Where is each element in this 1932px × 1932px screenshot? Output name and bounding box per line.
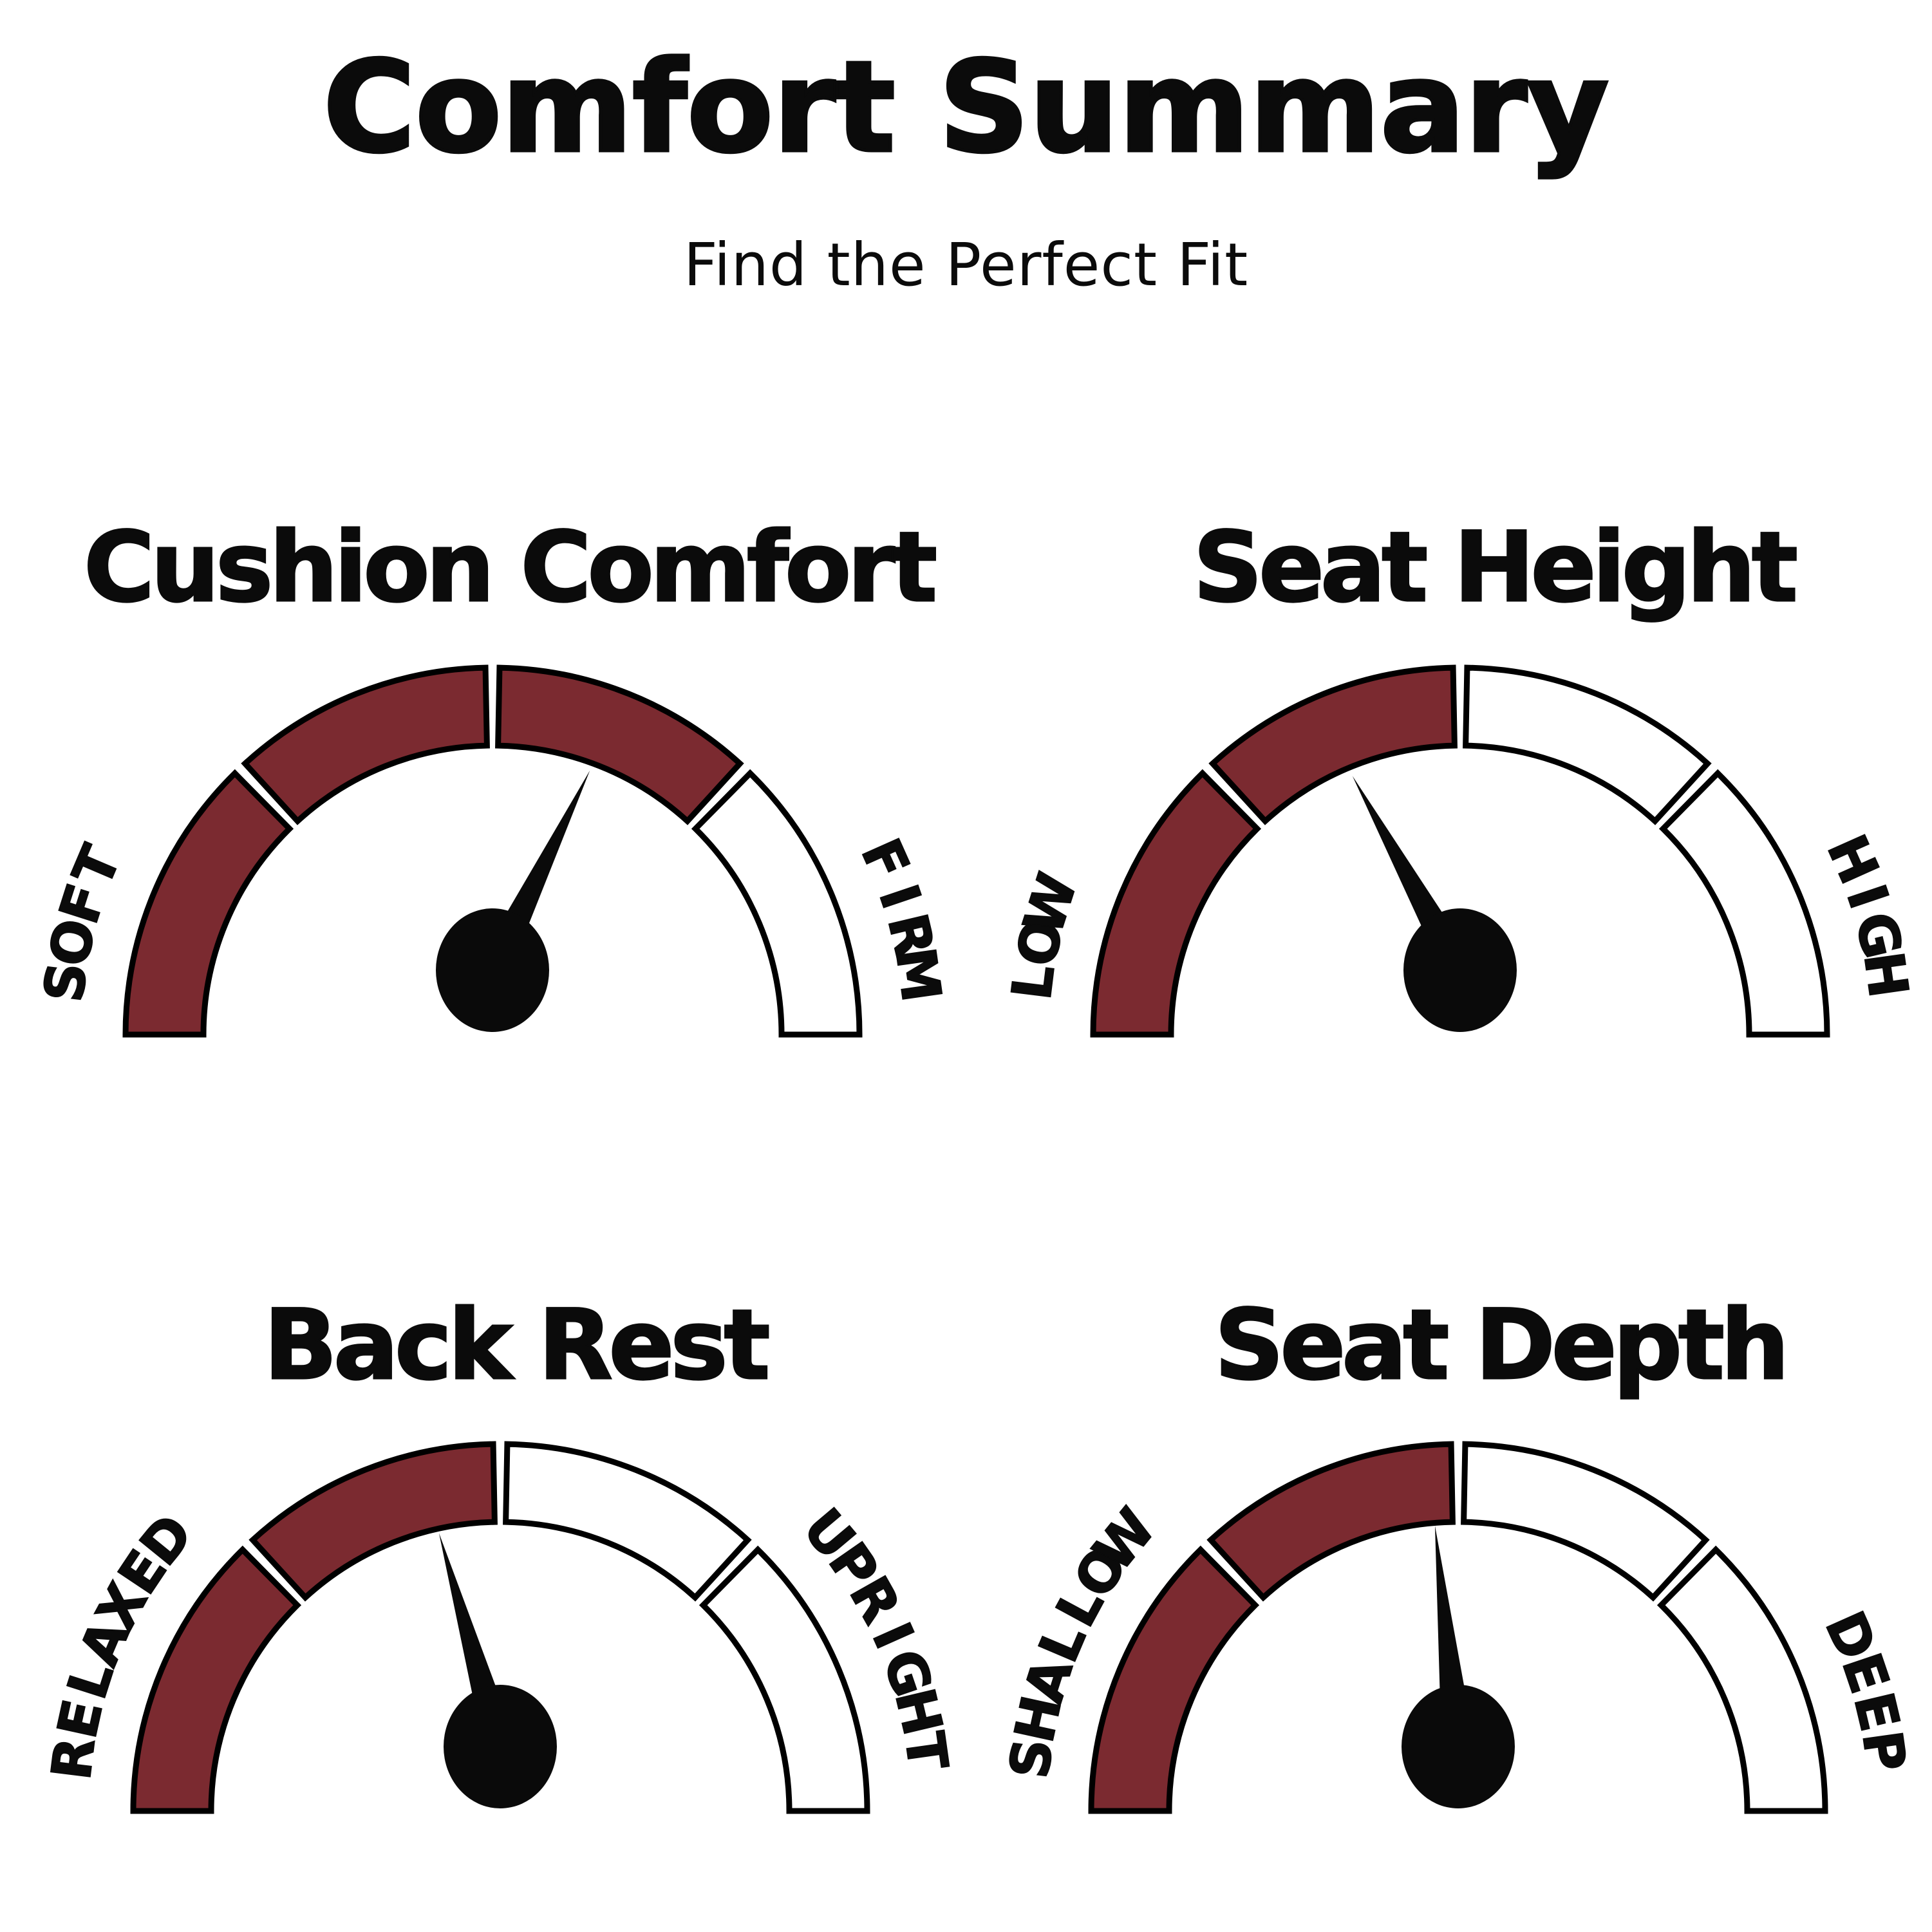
gauge-label-letter: P	[1850, 1727, 1918, 1776]
gauge-label-letter: F	[849, 830, 922, 889]
gauge-segment-2-filled	[1206, 1441, 1456, 1602]
gauge-label-letter: M	[883, 944, 953, 1006]
gauge-label-letter: S	[998, 1736, 1065, 1782]
gauge-segment-3-empty	[503, 1441, 752, 1602]
gauge-label-letter: R	[39, 1734, 107, 1783]
gauge-segment-2-filled	[241, 664, 490, 825]
gauge-title-seat-depth: Seat Depth	[1214, 1289, 1790, 1403]
gauge-segment-3-empty	[1463, 664, 1712, 825]
gauge-label-letter: F	[47, 877, 118, 931]
gauge-segment-1-filled	[122, 769, 294, 1038]
gauge-label-letter: L	[55, 1654, 126, 1706]
gauge-label-letter: L	[1000, 961, 1067, 1003]
gauge-label-letter: S	[32, 959, 100, 1006]
gauge-segment-4-empty	[1658, 769, 1830, 1038]
gauge-segment-1-filled	[1088, 1545, 1260, 1814]
gauge-needle-pivot	[1402, 1685, 1515, 1808]
gauge-segment-3-filled	[495, 664, 744, 825]
gauge-needle-pivot	[436, 908, 549, 1032]
gauge-needle-pivot	[1403, 908, 1517, 1032]
gauge-segment-2-filled	[1208, 664, 1458, 825]
page-title: Comfort Summary	[322, 33, 1611, 182]
gauge-segment-4-empty	[691, 769, 863, 1038]
gauge-label-left: LOW	[999, 865, 1090, 1004]
gauge-segment-3-empty	[1461, 1441, 1710, 1602]
gauge-title-back-rest: Back Rest	[263, 1289, 771, 1403]
gauge-segment-1-filled	[1090, 769, 1262, 1038]
gauge-segment-1-filled	[130, 1545, 302, 1814]
gauge-needle-pivot	[444, 1685, 557, 1808]
gauge-segment-4-empty	[1656, 1545, 1828, 1814]
gauge-label-letter: H	[1852, 948, 1920, 1001]
gauge-segment-4-empty	[699, 1545, 870, 1814]
gauge-title-cushion-comfort: Cushion Comfort	[83, 511, 939, 625]
gauge-segment-2-filled	[249, 1441, 498, 1602]
page-subtitle: Find the Perfect Fit	[683, 230, 1249, 299]
gauge-title-seat-height: Seat Height	[1192, 511, 1799, 625]
